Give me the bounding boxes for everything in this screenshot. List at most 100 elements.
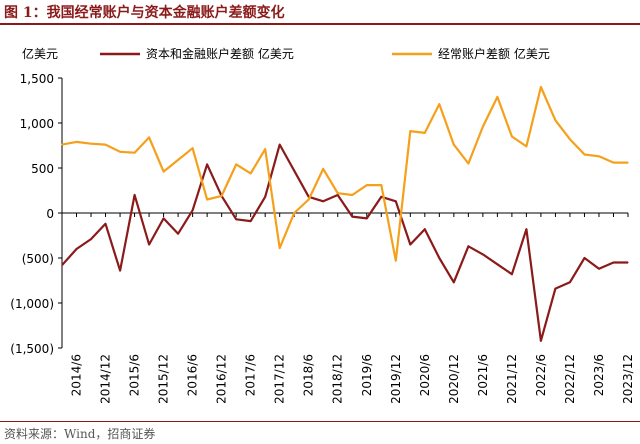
series-1-point: [235, 218, 237, 220]
x-tick-label: 2017/12: [273, 354, 287, 404]
x-tick-label: 2023/12: [621, 354, 635, 404]
series-1-point: [569, 281, 571, 283]
series-1-point: [351, 216, 353, 218]
series-2-point: [438, 103, 440, 105]
series-2-point: [90, 143, 92, 145]
x-tick-label: 2018/12: [331, 354, 345, 404]
x-tick-label: 2016/6: [186, 354, 200, 396]
series-2-point: [104, 144, 107, 146]
series-2-point: [453, 144, 455, 146]
series-1-point: [482, 253, 484, 255]
x-tick-label: 2017/6: [244, 354, 258, 396]
y-tick-label: (500): [22, 252, 54, 266]
x-tick-label: 2018/6: [302, 354, 316, 396]
series-line-2: [61, 85, 628, 262]
series-1-point: [511, 273, 513, 275]
series-2-point: [569, 138, 571, 140]
x-tick-label: 2023/6: [592, 354, 606, 396]
chart-legend: 资本和金融账户差额 亿美元 经常账户差额 亿美元: [100, 46, 550, 61]
series-2-point: [511, 135, 513, 138]
series-1-point: [467, 245, 469, 247]
series-1-point: [148, 243, 150, 246]
series-2-point: [366, 184, 368, 186]
series-2-point: [598, 155, 600, 157]
series-2-point: [583, 153, 586, 156]
series-2-point: [482, 126, 484, 128]
series-2-point: [496, 96, 498, 98]
x-tick-label: 2022/12: [563, 354, 577, 404]
x-tick-label: 2021/12: [505, 354, 519, 404]
series-1-point: [627, 261, 629, 264]
series-2-point: [612, 162, 615, 164]
series-1-point: [206, 163, 208, 165]
series-1-point: [496, 263, 498, 265]
series-line-1: [61, 143, 628, 342]
x-tick-label: 2020/6: [418, 354, 432, 396]
series-2-point: [395, 260, 397, 262]
y-tick-label: (1,500): [10, 342, 54, 356]
series-2-point: [424, 132, 426, 134]
series-1-point: [264, 196, 266, 198]
series-1-point: [409, 243, 411, 246]
series-1-point: [61, 264, 63, 266]
series-1-point: [119, 270, 121, 272]
series-2-point: [380, 184, 382, 186]
series-2-point: [61, 144, 63, 146]
series-2-point: [351, 194, 353, 196]
series-2-point: [525, 145, 528, 147]
source-note: 资料来源：Wind，招商证券: [4, 427, 156, 441]
series-2-point: [293, 212, 295, 214]
series-2-point: [627, 162, 629, 164]
x-tick-label: 2019/6: [360, 354, 374, 396]
series-2-point: [264, 148, 266, 150]
series-2-point: [337, 192, 339, 194]
series-2-point: [250, 172, 252, 174]
series-2-point: [322, 168, 324, 170]
footer-divider: [0, 421, 640, 422]
x-tick-label: 2016/12: [215, 354, 229, 404]
y-tick-label: (1,000): [10, 297, 54, 311]
series-1-point: [525, 228, 528, 230]
series-1-point: [612, 261, 615, 264]
series-1-point: [90, 238, 92, 240]
series-2-point: [133, 152, 136, 154]
series-1-point: [293, 170, 295, 172]
series-1-point: [395, 200, 397, 202]
series-2-point: [279, 247, 281, 249]
series-1-point: [380, 196, 382, 198]
legend-label: 经常账户差额 亿美元: [438, 46, 550, 61]
series-1-point: [554, 288, 557, 290]
series-1-point: [177, 233, 179, 235]
line-chart: 亿美元 资本和金融账户差额 亿美元 经常账户差额 亿美元 1,500 1,000 50…: [10, 46, 635, 404]
y-tick-label: 500: [31, 162, 54, 176]
x-tick-label: 2014/12: [99, 354, 113, 404]
y-axis: 1,500 1,000 500 0 (500) (1,000) (1,500): [10, 72, 63, 356]
series-1-point: [162, 217, 165, 219]
series-layer: [61, 85, 629, 342]
x-tick-label: 2021/6: [476, 354, 490, 396]
series-1-point: [583, 257, 586, 259]
series-2-point: [119, 151, 121, 153]
series-2-point: [177, 159, 179, 161]
series-2-point: [554, 119, 557, 121]
series-1-point: [540, 340, 542, 342]
series-1-point: [75, 248, 78, 250]
series-1-point: [279, 144, 281, 146]
series-2-point: [75, 141, 78, 143]
series-2-point: [221, 195, 223, 197]
series-2-point: [409, 130, 411, 132]
series-1-point: [250, 220, 252, 222]
x-tick-label: 2020/12: [447, 354, 461, 404]
x-tick-label: 2014/6: [70, 354, 84, 396]
series-1-point: [133, 194, 136, 196]
series-2-point: [467, 162, 469, 165]
series-1-point: [366, 217, 368, 219]
series-1-point: [104, 223, 107, 225]
series-2-point: [162, 171, 165, 173]
series-1-point: [598, 268, 600, 270]
series-1-point: [192, 209, 194, 211]
series-1-point: [453, 281, 455, 283]
series-2-point: [192, 147, 194, 149]
x-tick-label: 2022/6: [534, 354, 548, 396]
legend-label: 资本和金融账户差额 亿美元: [146, 46, 294, 61]
